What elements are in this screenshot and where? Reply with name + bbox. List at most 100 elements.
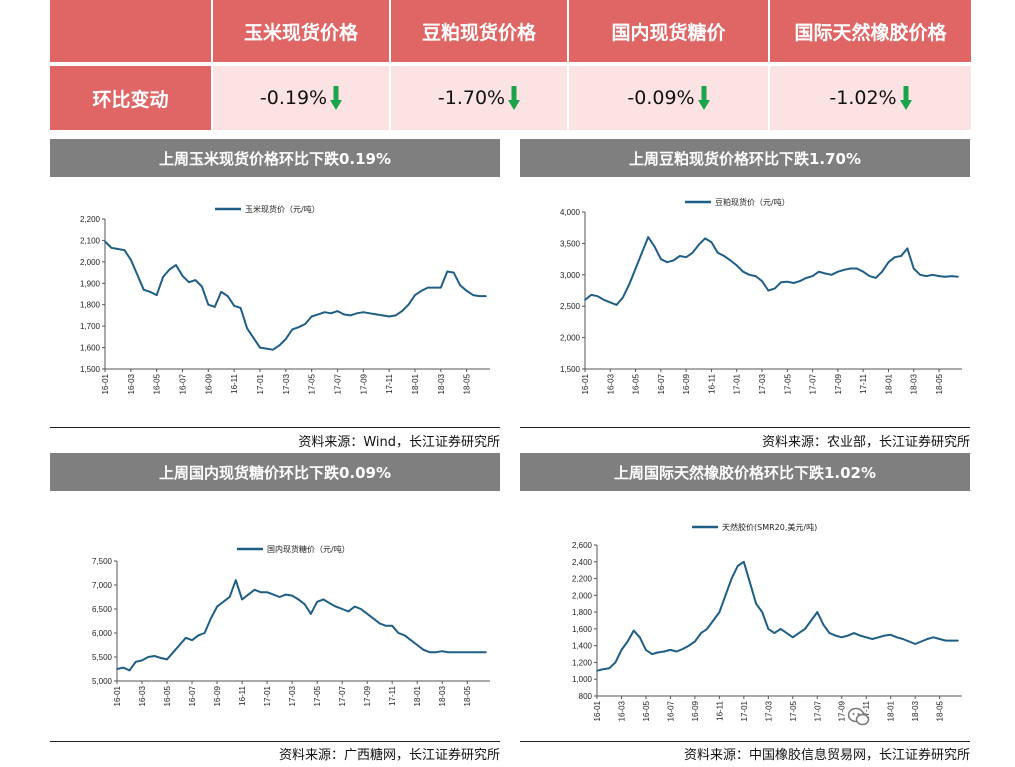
data-point	[446, 270, 449, 273]
data-point	[938, 638, 941, 640]
y-tick-label: 2,000	[572, 591, 593, 600]
data-point	[178, 644, 181, 646]
x-tick-label: 17-01	[740, 700, 749, 721]
x-tick-label: 16-03	[606, 373, 615, 394]
y-tick-label: 800	[579, 692, 593, 701]
data-point	[663, 650, 666, 653]
data-point	[773, 632, 776, 634]
data-point	[810, 619, 812, 622]
x-tick-label: 16-09	[691, 700, 700, 721]
x-tick-label: 17-03	[282, 373, 291, 394]
data-point	[149, 291, 152, 293]
source-note: 资料来源：Wind，长江证券研究所	[298, 435, 500, 450]
data-point	[736, 565, 739, 567]
data-point	[785, 632, 788, 634]
y-tick-label: 2,100	[80, 236, 101, 245]
data-point	[341, 608, 343, 610]
x-tick-label: 17-03	[764, 700, 773, 721]
chart-title: 上周豆粕现货价格环比下跌1.70%	[520, 139, 970, 177]
data-point	[291, 328, 294, 331]
y-tick-label: 6,000	[92, 629, 113, 638]
data-point	[657, 651, 659, 654]
data-point	[191, 639, 193, 641]
data-point	[378, 622, 381, 625]
data-point	[853, 632, 855, 634]
data-point	[381, 314, 384, 317]
data-point	[252, 337, 255, 339]
x-tick-label: 16-09	[682, 373, 691, 394]
data-point	[388, 315, 390, 318]
y-tick-label: 4,000	[560, 208, 581, 217]
data-point	[452, 271, 455, 274]
data-point	[704, 237, 706, 240]
x-tick-label: 17-11	[385, 373, 394, 393]
data-point	[843, 268, 846, 271]
x-tick-label: 16-05	[642, 700, 651, 721]
y-tick-label: 1,800	[80, 301, 101, 310]
data-point	[485, 651, 487, 653]
data-point	[485, 295, 487, 297]
x-tick-label: 18-03	[437, 373, 446, 394]
data-point	[272, 348, 274, 351]
data-point	[881, 270, 883, 273]
data-point	[615, 304, 618, 306]
x-tick-label: 17-11	[388, 685, 397, 705]
down-arrow-icon	[899, 86, 912, 110]
data-point	[353, 605, 356, 608]
data-point	[416, 644, 419, 646]
x-tick-label: 16-11	[238, 685, 247, 705]
source-note: 资料来源：广西糖网，长江证券研究所	[278, 748, 500, 763]
data-point	[403, 634, 406, 637]
data-point	[104, 240, 106, 243]
x-tick-label: 16-07	[666, 700, 675, 721]
data-point	[141, 659, 143, 662]
data-point	[362, 311, 365, 314]
data-point	[641, 252, 643, 254]
data-point	[951, 639, 953, 642]
down-arrow-icon	[330, 86, 343, 110]
header-rubber: 国际天然橡胶价格	[770, 0, 971, 62]
data-point	[335, 605, 337, 608]
data-point	[712, 619, 715, 622]
data-point	[210, 617, 212, 620]
data-point	[453, 651, 456, 653]
data-point	[201, 285, 203, 288]
data-point	[247, 593, 250, 596]
data-point	[360, 608, 362, 610]
x-tick-label: 18-01	[413, 685, 422, 706]
data-point	[310, 613, 312, 615]
data-point	[679, 255, 681, 257]
source-divider	[50, 427, 500, 428]
data-point	[128, 669, 131, 672]
data-point	[328, 602, 331, 605]
data-point	[906, 247, 909, 250]
data-point	[197, 634, 200, 637]
data-point	[902, 638, 904, 640]
data-point	[914, 643, 916, 645]
x-tick-label: 17-01	[256, 373, 265, 394]
data-point	[883, 634, 886, 637]
data-point	[297, 598, 300, 601]
x-tick-label: 18-01	[887, 700, 896, 721]
data-point	[859, 634, 861, 637]
x-tick-label: 17-01	[263, 685, 272, 706]
data-point	[260, 591, 262, 593]
data-point	[226, 295, 229, 297]
x-tick-label: 18-01	[884, 373, 893, 394]
chart-panel-sugar: 上周国内现货糖价环比下跌0.09% 7,500 7,000 6,500 6,000 5,…	[50, 453, 500, 765]
data-point	[181, 274, 184, 277]
chart-title: 上周国际天然橡胶价格环比下跌1.02%	[520, 453, 970, 491]
data-point	[391, 625, 393, 627]
source-divider	[520, 427, 970, 428]
x-tick-label: 17-05	[789, 700, 798, 721]
source-divider	[50, 741, 500, 742]
data-point	[786, 280, 789, 283]
data-point	[472, 294, 474, 296]
data-point	[889, 633, 892, 636]
x-tick-label: 18-03	[911, 700, 920, 721]
data-point	[310, 315, 313, 318]
data-point	[168, 268, 171, 271]
data-point	[822, 623, 825, 626]
x-tick-label: 17-01	[733, 373, 742, 394]
data-point	[134, 661, 137, 663]
